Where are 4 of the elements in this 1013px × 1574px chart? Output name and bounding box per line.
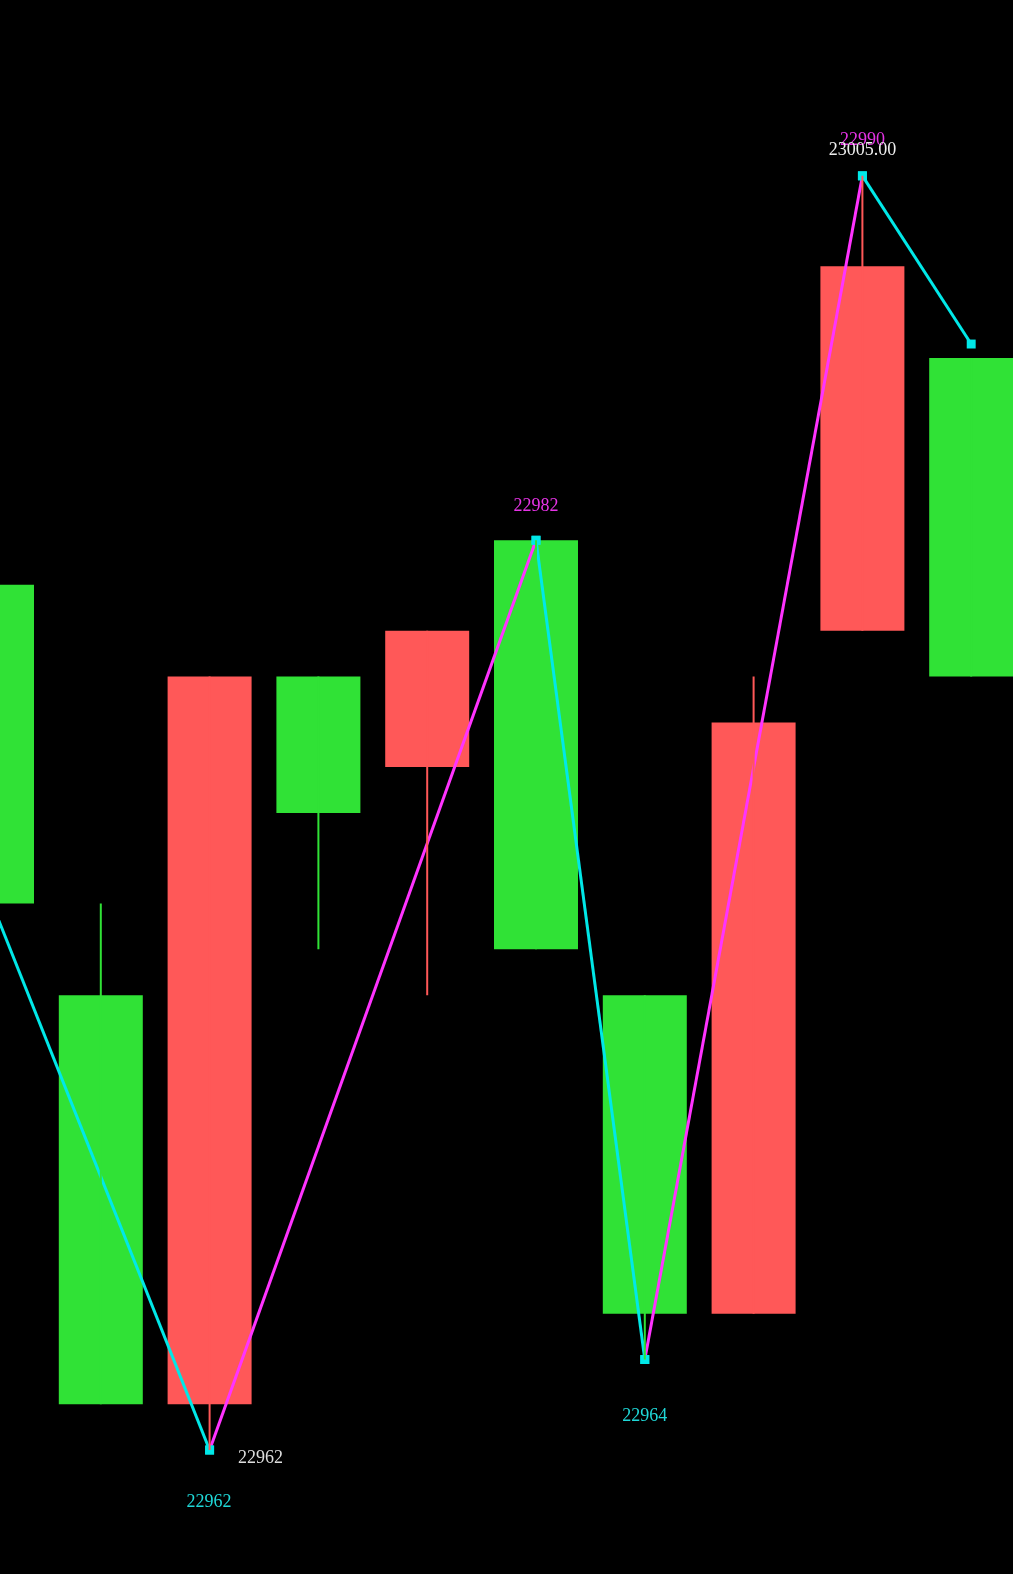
annotation: 22964 [622, 1404, 668, 1425]
annotation: 22982 [513, 495, 559, 516]
annotation: 22962 [238, 1447, 283, 1467]
text: 22962 [186, 1491, 232, 1511]
